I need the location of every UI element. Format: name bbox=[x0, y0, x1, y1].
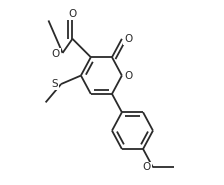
Text: O: O bbox=[143, 162, 151, 172]
Text: S: S bbox=[52, 79, 58, 89]
Text: O: O bbox=[124, 70, 132, 80]
Text: O: O bbox=[52, 49, 60, 59]
Text: O: O bbox=[124, 34, 132, 44]
Text: O: O bbox=[68, 9, 77, 19]
